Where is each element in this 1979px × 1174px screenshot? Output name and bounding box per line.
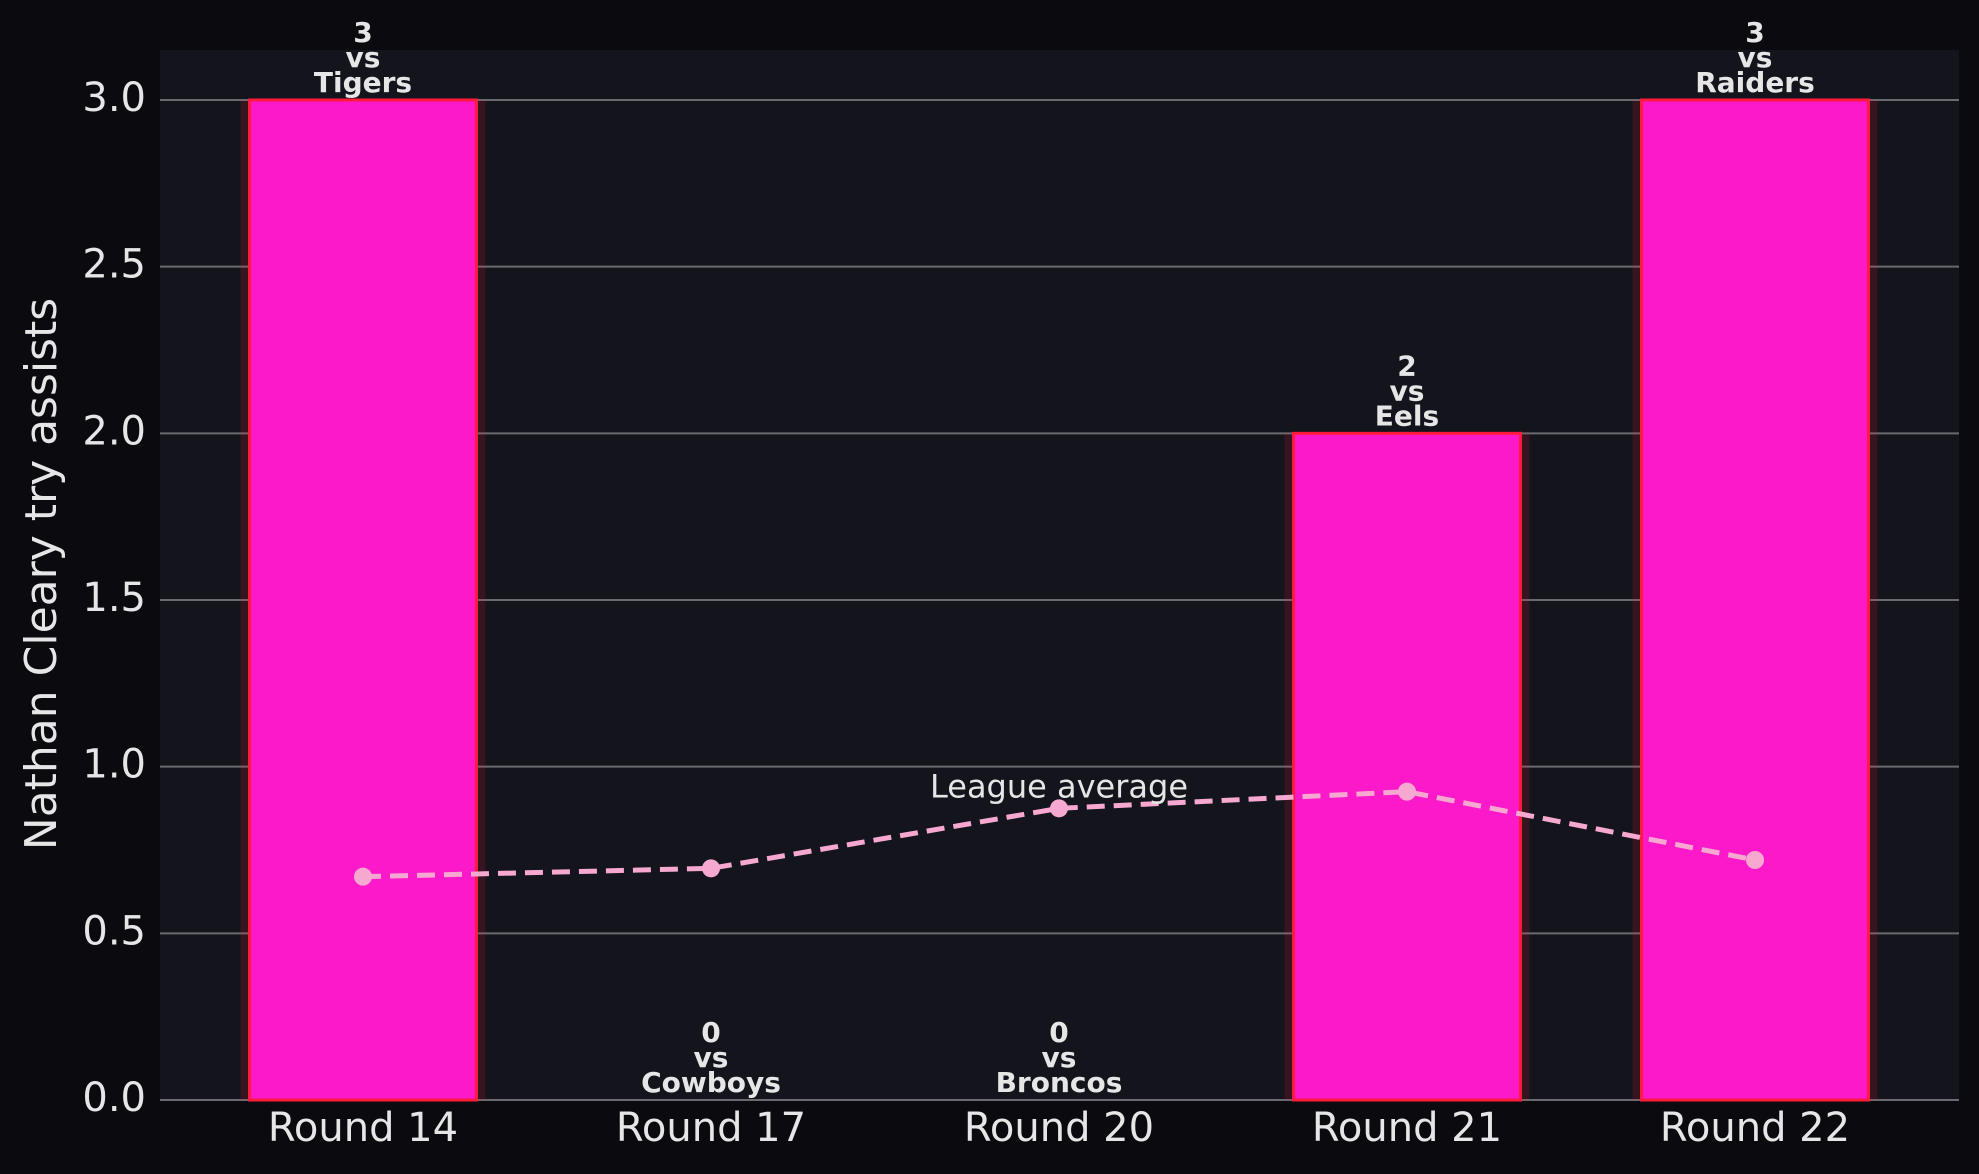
data-label-opponent: Eels xyxy=(1375,399,1439,432)
data-label-opponent: Tigers xyxy=(314,66,412,99)
average-point xyxy=(354,867,372,886)
x-tick-label: Round 14 xyxy=(268,1105,458,1151)
x-tick-label: Round 22 xyxy=(1660,1105,1850,1151)
data-label-opponent: Broncos xyxy=(996,1066,1123,1099)
data-label: 2 xyxy=(1397,349,1416,382)
data-label-opponent: Cowboys xyxy=(641,1066,781,1099)
data-label-connector: vs xyxy=(1738,41,1773,74)
x-tick-label: Round 17 xyxy=(616,1105,806,1151)
data-label: 3 xyxy=(1745,16,1764,49)
data-label-connector: vs xyxy=(1042,1041,1077,1074)
bar xyxy=(1292,431,1522,1102)
y-tick-label: 1.5 xyxy=(82,575,146,621)
average-point xyxy=(1050,799,1068,818)
bar xyxy=(248,98,478,1102)
y-tick-label: 0.5 xyxy=(82,908,146,954)
y-tick-label: 2.5 xyxy=(82,242,146,288)
average-point xyxy=(1398,782,1416,801)
data-label-connector: vs xyxy=(346,41,381,74)
x-tick-label: Round 21 xyxy=(1312,1105,1502,1151)
average-label: League average xyxy=(930,767,1188,805)
bar xyxy=(1640,98,1870,1102)
x-tick-label: Round 20 xyxy=(964,1105,1154,1151)
data-label: 3 xyxy=(353,16,372,49)
average-point xyxy=(1746,851,1764,869)
data-label-opponent: Raiders xyxy=(1695,66,1815,99)
y-tick-label: 2.0 xyxy=(82,408,146,454)
average-point xyxy=(702,859,720,878)
average-line xyxy=(362,789,1756,880)
data-label: 0 xyxy=(701,1016,720,1049)
y-tick-label: 1.0 xyxy=(82,742,146,788)
y-tick-label: 0.0 xyxy=(82,1075,146,1121)
data-label: 0 xyxy=(1049,1016,1068,1049)
y-axis-label: Nathan Cleary try assists xyxy=(16,298,67,850)
y-tick-label: 3.0 xyxy=(82,75,146,121)
data-label-connector: vs xyxy=(694,1041,729,1074)
data-label-connector: vs xyxy=(1390,374,1425,407)
